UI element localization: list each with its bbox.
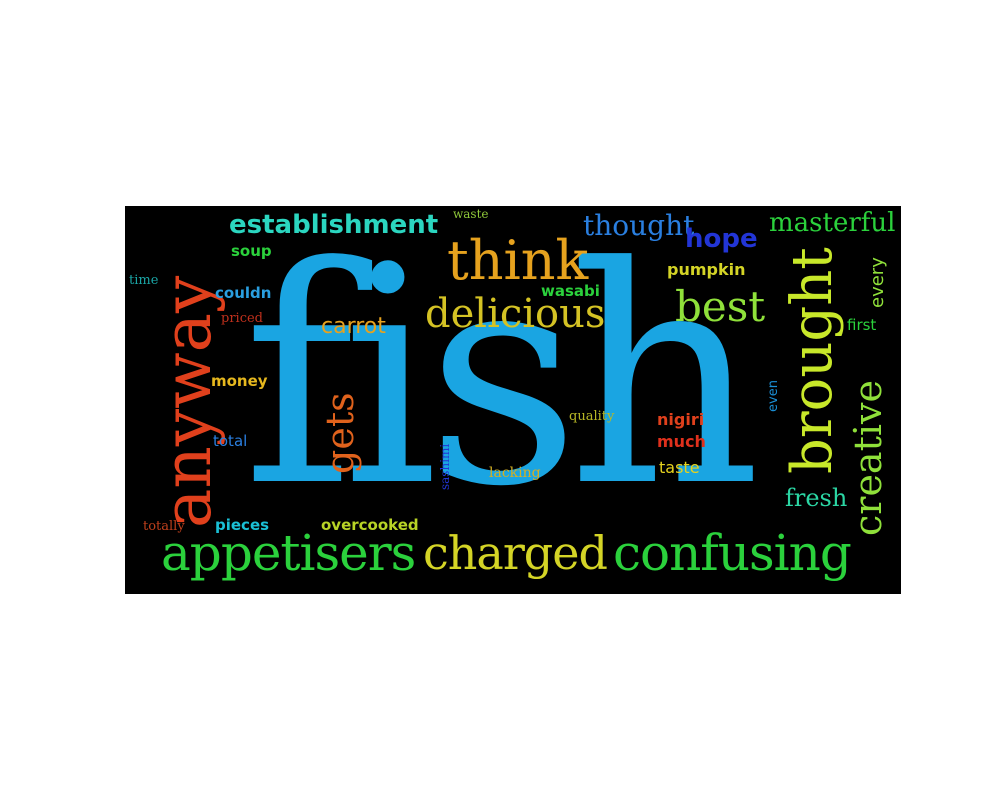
word-taste: taste: [659, 458, 700, 477]
word-totally: totally: [143, 519, 185, 534]
word-nigiri: nigiri: [657, 410, 705, 429]
word-total: total: [213, 432, 248, 450]
word-waste: waste: [453, 207, 489, 221]
word-wasabi: wasabi: [541, 282, 600, 300]
word-priced: priced: [221, 311, 263, 326]
word-creative: creative: [846, 380, 890, 536]
word-cloud: fish anyway appetisers charged confusing…: [125, 206, 901, 594]
word-fish: fish: [243, 206, 761, 552]
word-think: think: [447, 229, 589, 292]
word-soup: soup: [231, 242, 272, 260]
word-best: best: [675, 282, 766, 331]
word-sashimi: sashimi: [438, 443, 452, 490]
word-money: money: [211, 372, 268, 390]
word-confusing: confusing: [613, 524, 852, 582]
word-establishment: establishment: [229, 210, 439, 240]
word-couldn: couldn: [215, 284, 272, 302]
word-overcooked: overcooked: [321, 516, 419, 534]
word-pieces: pieces: [215, 516, 270, 534]
word-lacking: lacking: [489, 465, 541, 481]
word-thought: thought: [583, 209, 695, 242]
word-charged: charged: [423, 526, 608, 580]
word-first: first: [847, 316, 877, 334]
word-carrot: carrot: [321, 314, 386, 339]
word-gets: gets: [318, 392, 362, 474]
word-much: much: [657, 432, 706, 451]
word-hope: hope: [685, 224, 758, 254]
word-quality: quality: [569, 409, 615, 424]
word-delicious: delicious: [425, 291, 606, 337]
word-brought: brought: [780, 247, 845, 474]
word-appetisers: appetisers: [161, 524, 416, 582]
word-pumpkin: pumpkin: [667, 260, 746, 279]
word-fresh: fresh: [785, 484, 848, 512]
word-anyway: anyway: [149, 275, 226, 528]
word-masterful: masterful: [769, 208, 896, 238]
word-even: even: [766, 380, 781, 412]
word-time: time: [129, 273, 159, 288]
word-every: every: [867, 257, 888, 308]
